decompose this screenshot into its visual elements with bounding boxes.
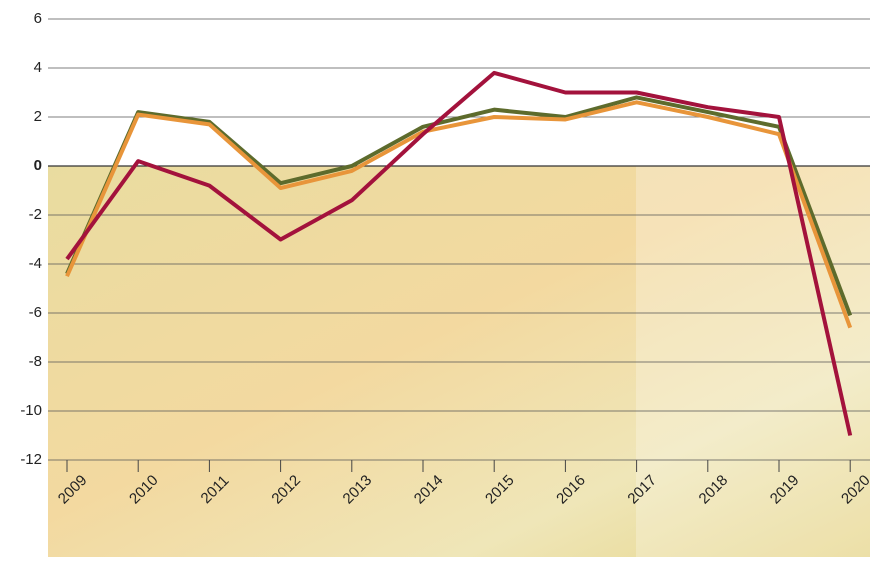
y-tick-label: -6 [29, 304, 42, 321]
y-tick-label: -8 [29, 353, 42, 370]
y-tick-label: -12 [20, 451, 42, 468]
y-tick-label: -2 [29, 206, 42, 223]
y-tick-label: -10 [20, 402, 42, 419]
y-tick-label: 4 [34, 59, 42, 76]
y-tick-label: 6 [34, 10, 42, 27]
y-tick-label: -4 [29, 255, 42, 272]
y-tick-label: 2 [34, 108, 42, 125]
chart: -12-10-8-6-4-202462009201020112012201320… [0, 0, 870, 557]
page: {"chart_data": {"type": "line", "categor… [0, 0, 870, 557]
y-tick-label: 0 [34, 157, 42, 174]
